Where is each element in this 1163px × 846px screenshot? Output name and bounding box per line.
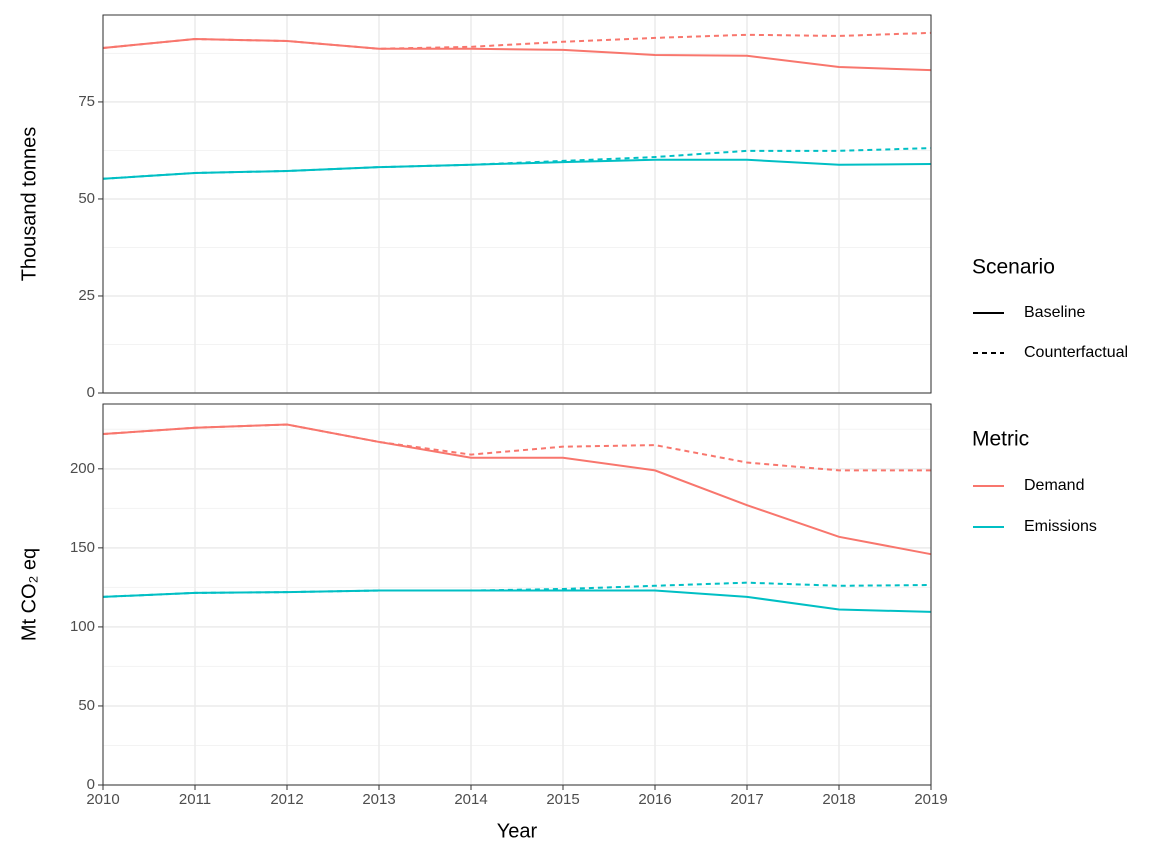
y-tick-label: 25	[78, 287, 95, 304]
panel-border	[102, 403, 932, 786]
legend-title: Metric	[972, 428, 1029, 451]
x-tick-label: 2012	[270, 791, 303, 808]
y-tick-label: 0	[87, 776, 95, 793]
y-tick-label: 75	[78, 93, 95, 110]
data-line	[102, 581, 932, 598]
x-tick-label: 2018	[822, 791, 855, 808]
data-line	[102, 31, 932, 50]
x-tick-label: 2010	[86, 791, 119, 808]
y-tick-label: 50	[78, 697, 95, 714]
y-axis-title: Thousand tonnes	[18, 127, 40, 282]
data-line	[102, 147, 932, 180]
y-tick-label: 0	[87, 384, 95, 401]
panel-border	[102, 14, 932, 394]
x-tick-label: 2014	[454, 791, 487, 808]
x-tick-label: 2013	[362, 791, 395, 808]
y-tick-label: 200	[70, 460, 95, 477]
x-axis-title: Year	[497, 820, 538, 842]
legend-label: Baseline	[1024, 304, 1085, 321]
legend-title: Scenario	[972, 256, 1055, 279]
y-tick-label: 50	[78, 190, 95, 207]
y-tick-label: 150	[70, 539, 95, 556]
legend-label: Counterfactual	[1024, 344, 1128, 361]
y-tick-label: 100	[70, 618, 95, 635]
x-tick-label: 2019	[914, 791, 947, 808]
data-line	[102, 423, 932, 556]
y-axis-title: Mt CO₂ eq	[18, 548, 40, 641]
x-tick-label: 2011	[179, 791, 211, 808]
legend-label: Emissions	[1024, 518, 1097, 535]
x-tick-label: 2016	[638, 791, 671, 808]
data-line	[102, 423, 931, 472]
x-tick-label: 2015	[546, 791, 579, 808]
x-tick-label: 2017	[730, 791, 763, 808]
data-line	[102, 589, 932, 613]
legend-label: Demand	[1024, 477, 1084, 494]
